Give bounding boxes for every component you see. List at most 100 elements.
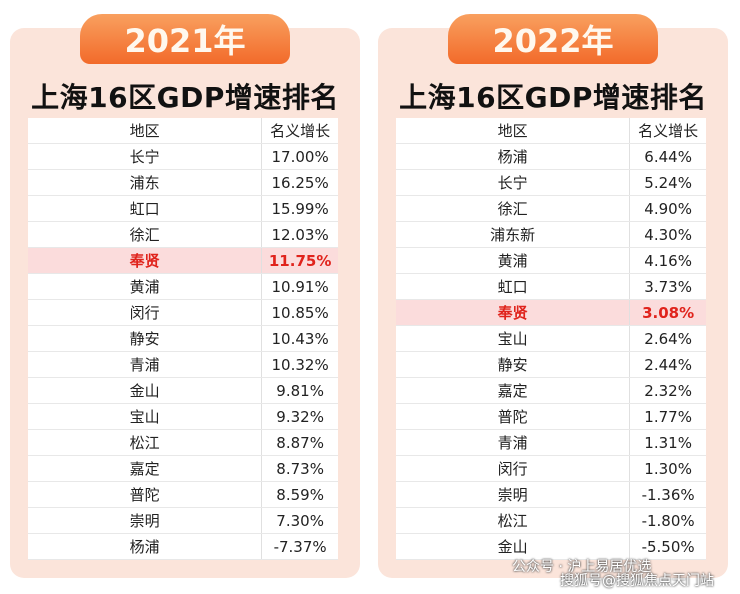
table-row: 长宁 17.00% xyxy=(28,144,338,170)
region-cell: 崇明 xyxy=(28,508,263,533)
header-row: 地区 名义增长 xyxy=(28,118,338,144)
panel: 2021年 上海16区GDP增速排名 地区 名义增长 长宁 17.00% 浦东 16.25% 虹… xyxy=(10,14,360,578)
region-cell: 奉贤 xyxy=(396,300,631,325)
region-cell: 杨浦 xyxy=(396,144,631,169)
region-cell: 金山 xyxy=(28,378,263,403)
table-row: 徐汇 4.90% xyxy=(396,196,706,222)
table-row: 崇明 -1.36% xyxy=(396,482,706,508)
growth-cell: 9.81% xyxy=(276,381,324,400)
table-row: 青浦 10.32% xyxy=(28,352,338,378)
region-cell: 静安 xyxy=(28,326,263,351)
region-cell: 浦东新 xyxy=(396,222,631,247)
growth-cell: 1.31% xyxy=(644,433,692,452)
growth-cell: -1.80% xyxy=(641,511,695,530)
growth-cell: 1.77% xyxy=(644,407,692,426)
growth-cell: 2.64% xyxy=(644,329,692,348)
table-row: 静安 10.43% xyxy=(28,326,338,352)
growth-cell: 5.24% xyxy=(644,173,692,192)
region-cell: 闵行 xyxy=(28,300,263,325)
region-cell: 徐汇 xyxy=(396,196,631,221)
header-cell: 地区 xyxy=(396,118,631,143)
region-cell: 徐汇 xyxy=(28,222,263,247)
table-row: 青浦 1.31% xyxy=(396,430,706,456)
growth-cell: 6.44% xyxy=(644,147,692,166)
watermark: 公众号 · 沪上易居优选 xyxy=(512,559,652,575)
region-cell: 宝山 xyxy=(396,326,631,351)
table-row: 虹口 3.73% xyxy=(396,274,706,300)
table-row: 虹口 15.99% xyxy=(28,196,338,222)
region-cell: 黄浦 xyxy=(28,274,263,299)
table-row: 金山 9.81% xyxy=(28,378,338,404)
table-row: 崇明 7.30% xyxy=(28,508,338,534)
table-row: 宝山 2.64% xyxy=(396,326,706,352)
header-cell: 地区 xyxy=(28,118,263,143)
growth-cell: 8.73% xyxy=(276,459,324,478)
table-row: 杨浦 -7.37% xyxy=(28,534,338,560)
table-row: 奉贤 3.08% xyxy=(396,300,706,326)
region-cell: 松江 xyxy=(396,508,631,533)
table-row: 嘉定 8.73% xyxy=(28,456,338,482)
growth-cell: -7.37% xyxy=(273,537,327,556)
panel-title: 上海16区GDP增速排名 xyxy=(399,81,707,114)
region-cell: 虹口 xyxy=(28,196,263,221)
growth-cell: 9.32% xyxy=(276,407,324,426)
region-cell: 松江 xyxy=(28,430,263,455)
growth-cell: 3.73% xyxy=(644,277,692,296)
table: 地区 名义增长 长宁 17.00% 浦东 16.25% 虹口 15.99% 徐汇 12.03% 奉贤… xyxy=(28,118,338,560)
region-cell: 普陀 xyxy=(28,482,263,507)
table-row: 长宁 5.24% xyxy=(396,170,706,196)
region-cell: 普陀 xyxy=(396,404,631,429)
growth-cell: 10.91% xyxy=(271,277,329,296)
growth-cell: 8.87% xyxy=(276,433,324,452)
growth-cell: 10.43% xyxy=(271,329,329,348)
region-cell: 杨浦 xyxy=(28,534,263,559)
growth-cell: -5.50% xyxy=(641,537,695,556)
table-row: 金山 -5.50% xyxy=(396,534,706,560)
table-row: 闵行 1.30% xyxy=(396,456,706,482)
table: 地区 名义增长 杨浦 6.44% 长宁 5.24% 徐汇 4.90% 浦东新 4.30% 黄浦 4.1… xyxy=(396,118,706,560)
growth-cell: 8.59% xyxy=(276,485,324,504)
growth-cell: 3.08% xyxy=(642,303,695,322)
growth-cell: 2.44% xyxy=(644,355,692,374)
growth-cell: -1.36% xyxy=(641,485,695,504)
table-row: 徐汇 12.03% xyxy=(28,222,338,248)
table-row: 普陀 1.77% xyxy=(396,404,706,430)
region-cell: 浦东 xyxy=(28,170,263,195)
table-row: 浦东新 4.30% xyxy=(396,222,706,248)
table-row: 奉贤 11.75% xyxy=(28,248,338,274)
region-cell: 青浦 xyxy=(28,352,263,377)
region-cell: 黄浦 xyxy=(396,248,631,273)
growth-cell: 11.75% xyxy=(268,251,332,270)
year-tab: 2022年 xyxy=(448,14,658,64)
region-cell: 嘉定 xyxy=(396,378,631,403)
table-row: 松江 -1.80% xyxy=(396,508,706,534)
growth-cell: 4.16% xyxy=(644,251,692,270)
header-cell: 名义增长 xyxy=(638,122,699,140)
growth-cell: 10.85% xyxy=(271,303,329,322)
table-row: 黄浦 10.91% xyxy=(28,274,338,300)
region-cell: 青浦 xyxy=(396,430,631,455)
region-cell: 长宁 xyxy=(396,170,631,195)
table-row: 闵行 10.85% xyxy=(28,300,338,326)
growth-cell: 10.32% xyxy=(271,355,329,374)
panel: 2022年 上海16区GDP增速排名 地区 名义增长 杨浦 6.44% 长宁 5.24% 徐汇 4… xyxy=(378,14,728,578)
region-cell: 嘉定 xyxy=(28,456,263,481)
panel-title: 上海16区GDP增速排名 xyxy=(31,81,339,114)
header-cell: 名义增长 xyxy=(270,122,331,140)
table-row: 杨浦 6.44% xyxy=(396,144,706,170)
watermark: 搜狐号@搜狐焦点天门站 xyxy=(560,573,714,589)
table-row: 黄浦 4.16% xyxy=(396,248,706,274)
growth-cell: 15.99% xyxy=(271,199,329,218)
region-cell: 长宁 xyxy=(28,144,263,169)
growth-cell: 2.32% xyxy=(644,381,692,400)
region-cell: 奉贤 xyxy=(28,248,263,273)
region-cell: 金山 xyxy=(396,534,631,559)
growth-cell: 17.00% xyxy=(271,147,329,166)
region-cell: 宝山 xyxy=(28,404,263,429)
region-cell: 崇明 xyxy=(396,482,631,507)
table-row: 普陀 8.59% xyxy=(28,482,338,508)
growth-cell: 12.03% xyxy=(271,225,329,244)
growth-cell: 4.30% xyxy=(644,225,692,244)
growth-cell: 1.30% xyxy=(644,459,692,478)
